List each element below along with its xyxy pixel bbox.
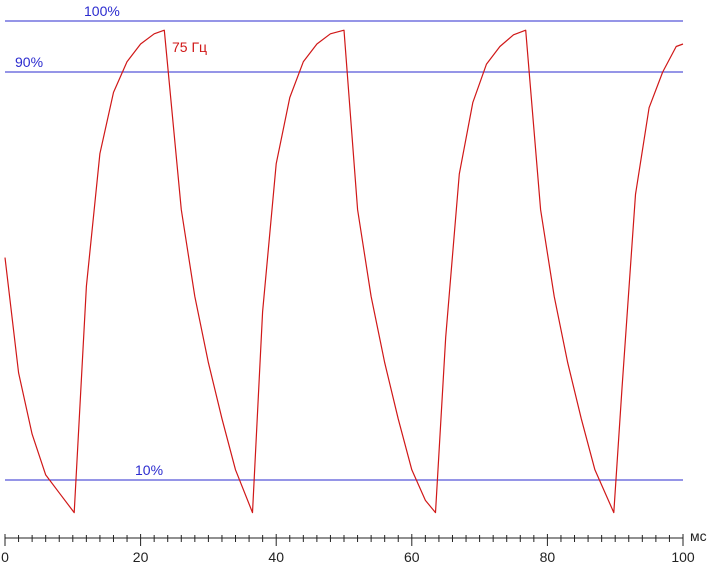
reference-label-100pct: 100%: [84, 3, 120, 19]
x-tick-label: 100: [671, 549, 695, 563]
x-tick-label: 20: [133, 549, 149, 563]
series-layer: [4, 29, 684, 514]
x-axis: 0 20 40 60 80 100 мс: [1, 528, 707, 563]
x-tick-label: 60: [404, 549, 420, 563]
x-tick-label: 0: [1, 549, 9, 563]
x-tick-label: 40: [268, 549, 284, 563]
reference-lines: 100% 90% 10%: [5, 3, 683, 481]
reference-label-10pct: 10%: [135, 462, 163, 478]
series-line: [4, 29, 684, 514]
x-tick-label: 80: [540, 549, 556, 563]
series-label: 75 Гц: [172, 39, 207, 55]
x-axis-unit-label: мс: [690, 528, 707, 544]
reference-label-90pct: 90%: [15, 54, 43, 70]
chart-labels: 75 Гц: [172, 39, 207, 55]
